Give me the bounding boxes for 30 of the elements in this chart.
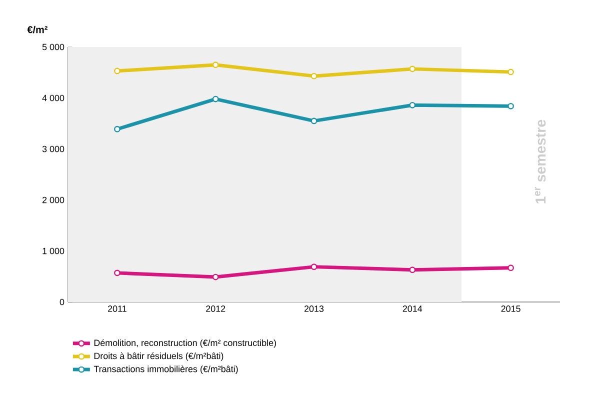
x-tick-label: 2013 xyxy=(304,306,324,312)
x-tick-label: 2011 xyxy=(108,306,126,312)
point xyxy=(409,102,416,108)
point xyxy=(508,68,514,76)
point xyxy=(212,62,219,68)
point xyxy=(114,68,120,74)
y-axis-title: €/m² xyxy=(27,26,48,34)
legend-label: Droits à bâtir résiduels (€/m²bâti) xyxy=(94,352,224,361)
legend-label: Transactions immobilières (€/m²bâti) xyxy=(94,365,238,374)
point xyxy=(508,102,514,110)
y-tick-label: 1 000 xyxy=(42,248,64,254)
y-tick-label: 0 xyxy=(60,298,64,306)
y-tick-label: 4 000 xyxy=(42,94,64,102)
point xyxy=(310,264,318,270)
x-tick-label: 2012 xyxy=(206,306,226,312)
legend-label: Démolition, reconstruction (€/m² constructible) xyxy=(94,339,276,348)
point xyxy=(310,118,318,124)
point xyxy=(212,96,219,102)
point xyxy=(310,72,318,80)
point xyxy=(114,270,120,276)
point xyxy=(114,126,120,132)
point xyxy=(409,266,416,274)
point xyxy=(508,264,514,272)
point xyxy=(409,66,416,72)
y-tick-label: 2 000 xyxy=(42,196,64,204)
x-tick-label: 2014 xyxy=(402,306,422,312)
point xyxy=(212,274,219,280)
y-tick-label: 3 000 xyxy=(42,146,64,152)
x-tick-label: 2015 xyxy=(501,306,520,312)
y-tick-label: 5 000 xyxy=(42,44,64,50)
